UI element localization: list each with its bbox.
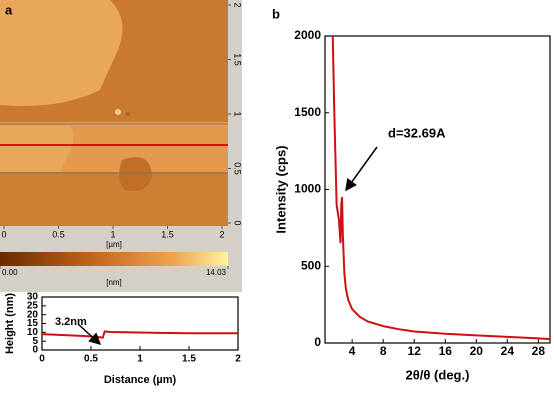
y-tick-label: 1.5	[233, 53, 243, 66]
y-tick-label: 0	[233, 220, 243, 225]
y-tick-label: 2000	[294, 28, 321, 42]
data-line	[331, 35, 551, 341]
x-tick-label: 0	[1, 229, 6, 239]
x-tick-label: 0	[39, 354, 45, 365]
x-unit: [µm]	[106, 240, 122, 249]
x-tick-label: 12	[408, 344, 422, 358]
x-tick-label: 8	[380, 344, 387, 358]
y-tick-label: 0.5	[233, 162, 243, 175]
x-tick-label: 1.5	[161, 229, 174, 239]
y-tick-label: 1	[233, 111, 243, 116]
colorbar-unit: [nm]	[106, 278, 122, 287]
y-tick-label: 2	[233, 2, 243, 7]
y-tick-label: 15	[27, 318, 39, 329]
x-tick-label: 16	[439, 344, 453, 358]
y-axis-label: Height (nm)	[4, 293, 16, 354]
panel-label: a	[5, 2, 13, 17]
annotation: d=32.69A	[388, 125, 446, 140]
x-tick-label: 1.5	[182, 354, 196, 365]
x-tick-label: 24	[501, 344, 515, 358]
colorbar-label: 0.00	[2, 268, 18, 277]
y-tick-label: 500	[301, 258, 321, 272]
colorbar	[0, 252, 228, 266]
y-axis-label: Intensity (cps)	[273, 145, 288, 233]
data-line	[41, 330, 238, 339]
colorbar-label: 14.03	[206, 268, 227, 277]
annotation-arrow	[77, 323, 102, 346]
x-axis-label: Distance (µm)	[104, 374, 177, 386]
annotation-arrow	[345, 146, 378, 192]
y-tick-label: 1000	[294, 182, 321, 196]
x-tick-label: 4	[349, 344, 356, 358]
x-tick-label: 2	[219, 229, 224, 239]
y-tick-label: 30	[27, 292, 39, 303]
x-tick-label: 20	[470, 344, 484, 358]
x-tick-label: 0.5	[84, 354, 98, 365]
x-tick-label: 2	[235, 354, 241, 365]
x-tick-label: 1	[110, 229, 115, 239]
x-tick-label: 0.5	[52, 229, 65, 239]
x-tick-label: 28	[532, 344, 546, 358]
y-tick-label: 20	[27, 309, 39, 320]
y-tick-label: 5	[32, 336, 38, 347]
y-tick-label: 1500	[294, 105, 321, 119]
y-tick-label: 0	[32, 345, 38, 356]
plot-frame	[324, 35, 551, 344]
y-tick-label: 10	[27, 327, 39, 338]
annotation: 3.2nm	[55, 316, 87, 328]
x-axis-label: 2θ/θ (deg.)	[406, 367, 470, 382]
panel-label: b	[272, 6, 280, 21]
y-tick-label: 25	[27, 300, 39, 311]
x-tick-label: 1	[137, 354, 143, 365]
afm-image	[0, 0, 228, 226]
y-tick-label: 0	[314, 335, 321, 349]
